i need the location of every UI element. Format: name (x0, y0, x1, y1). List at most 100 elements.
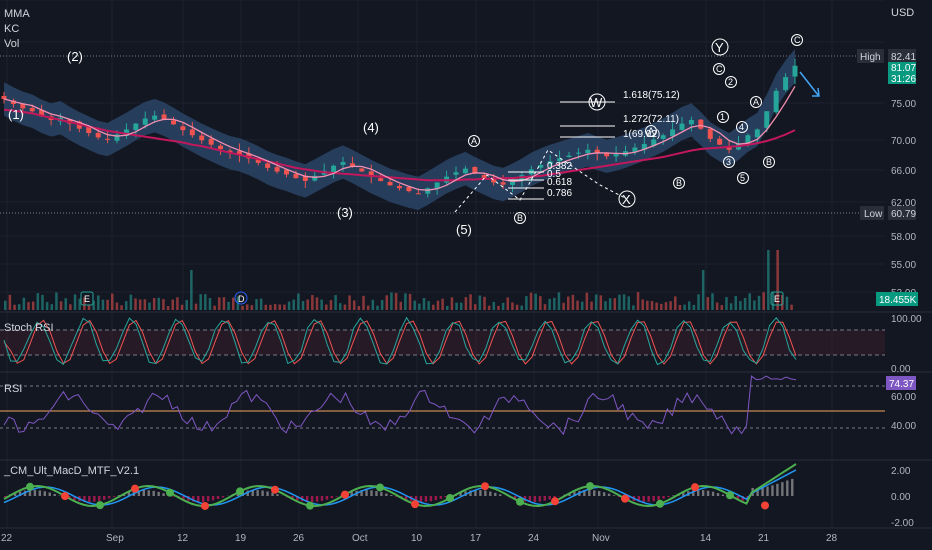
macd-histogram-bar (320, 496, 324, 501)
volume-bar (771, 292, 775, 310)
earnings-marker-2[interactable]: E (770, 291, 784, 306)
macd-cross-dot (96, 501, 104, 510)
x-tick-label: 26 (293, 533, 305, 544)
volume-bar (715, 302, 719, 310)
volume-bar (199, 294, 202, 310)
volume-bar (45, 302, 49, 310)
volume-bar (743, 297, 747, 310)
macd-histogram-bar (607, 493, 611, 496)
svg-text:E: E (774, 294, 780, 304)
candle-body (387, 181, 393, 186)
macd-histogram-bar (494, 492, 497, 496)
candle-body (698, 119, 704, 129)
legend-vol[interactable]: Vol (4, 38, 19, 50)
volume-bar (380, 299, 384, 310)
volume-bar (390, 292, 393, 310)
stoch-rsi-title[interactable]: Stoch RSI (4, 322, 54, 334)
price-tick-label: 70.00 (891, 136, 916, 147)
macd-histogram-bar (672, 495, 675, 496)
volume-bar (757, 295, 761, 310)
macd-histogram-bar (701, 490, 705, 496)
volume-bar (194, 303, 198, 310)
macd-histogram-bar (439, 496, 442, 499)
macd-histogram-bar (667, 496, 670, 498)
wave-label-x: X (618, 190, 636, 208)
fib-1: 1(69.92) (623, 129, 660, 140)
x-tick-label: 19 (235, 533, 247, 544)
wave-circle-label: A (648, 126, 654, 136)
macd-cross-dot (656, 499, 664, 508)
volume-bar (515, 304, 519, 310)
macd-histogram-bar (444, 496, 447, 498)
volume-bar (259, 298, 263, 310)
macd-cross-dot (341, 490, 349, 499)
fib-0618: 0.618 (547, 177, 572, 188)
last-price-value: 81.07 (891, 63, 916, 74)
candle-body (594, 149, 600, 154)
macd-histogram-bar (479, 490, 482, 496)
volume-bar (111, 293, 114, 310)
volume-bar (101, 299, 105, 310)
dividend-marker[interactable]: D (234, 291, 248, 305)
macd-histogram-bar (593, 490, 596, 496)
macd-histogram-bar (583, 490, 586, 496)
macd-histogram-bar (642, 496, 645, 502)
volume-bar (525, 296, 528, 310)
volume-bar (608, 298, 612, 310)
candle-body (227, 150, 233, 153)
volume-bar (664, 302, 668, 310)
macd-histogram-bar (414, 496, 418, 502)
legend-mma[interactable]: MMA (4, 8, 30, 20)
volume-bar (143, 299, 147, 310)
volume-bar (557, 292, 561, 310)
macd-histogram-bar (429, 496, 433, 502)
candle-body (707, 128, 713, 139)
wave-label-2: (2) (67, 49, 83, 64)
volume-bar (534, 293, 537, 310)
macd-histogram-bar (261, 490, 264, 496)
macd-histogram-bar (88, 496, 91, 502)
macd-histogram-bar (93, 496, 96, 502)
candle-body (434, 182, 440, 189)
candle-body (161, 114, 167, 120)
macd-histogram-bar (206, 496, 210, 502)
candle-body (1, 96, 7, 99)
volume-bar (129, 294, 133, 310)
moving-averages (3, 85, 796, 191)
wave-circle-label: C (716, 64, 723, 74)
candle-body (726, 146, 732, 150)
macd-histogram-bar (211, 496, 215, 501)
volume-bar (622, 294, 626, 310)
macd-histogram-bar (43, 491, 46, 496)
macd-cross-dot (166, 488, 174, 497)
macd-histogram-bar (533, 496, 537, 502)
candle-body (133, 123, 139, 131)
macd-histogram-bar (370, 490, 373, 496)
volume-bar (604, 301, 607, 310)
fib-1618: 1.618(75.12) (623, 90, 680, 101)
candle-body (547, 161, 553, 165)
candle-body (142, 118, 148, 125)
earnings-marker[interactable]: E (80, 291, 94, 306)
macd-histogram-bar (28, 490, 32, 496)
fib-1272: 1.272(72.11) (623, 114, 679, 125)
macd-histogram-bar (48, 492, 51, 496)
volume-bar (436, 300, 440, 310)
macd-histogram-bar (251, 490, 254, 496)
rsi-tick-label: 40.00 (891, 421, 916, 432)
volume-bar (580, 301, 584, 310)
volume-bar (115, 302, 119, 310)
rsi-title[interactable]: RSI (4, 383, 22, 395)
legend-kc[interactable]: KC (4, 23, 19, 35)
macd-cross-dot (446, 494, 454, 503)
volume-bar (687, 301, 691, 310)
macd-histogram-bar (83, 496, 86, 502)
macd-histogram-bar (459, 492, 462, 496)
candle-body (632, 147, 638, 153)
volume-bar (632, 305, 635, 310)
macd-histogram-bar (528, 496, 532, 502)
macd-title[interactable]: _CM_Ult_MacD_MTF_V2.1 (3, 465, 139, 477)
candle-body (246, 153, 252, 159)
volume-bar (157, 297, 161, 310)
